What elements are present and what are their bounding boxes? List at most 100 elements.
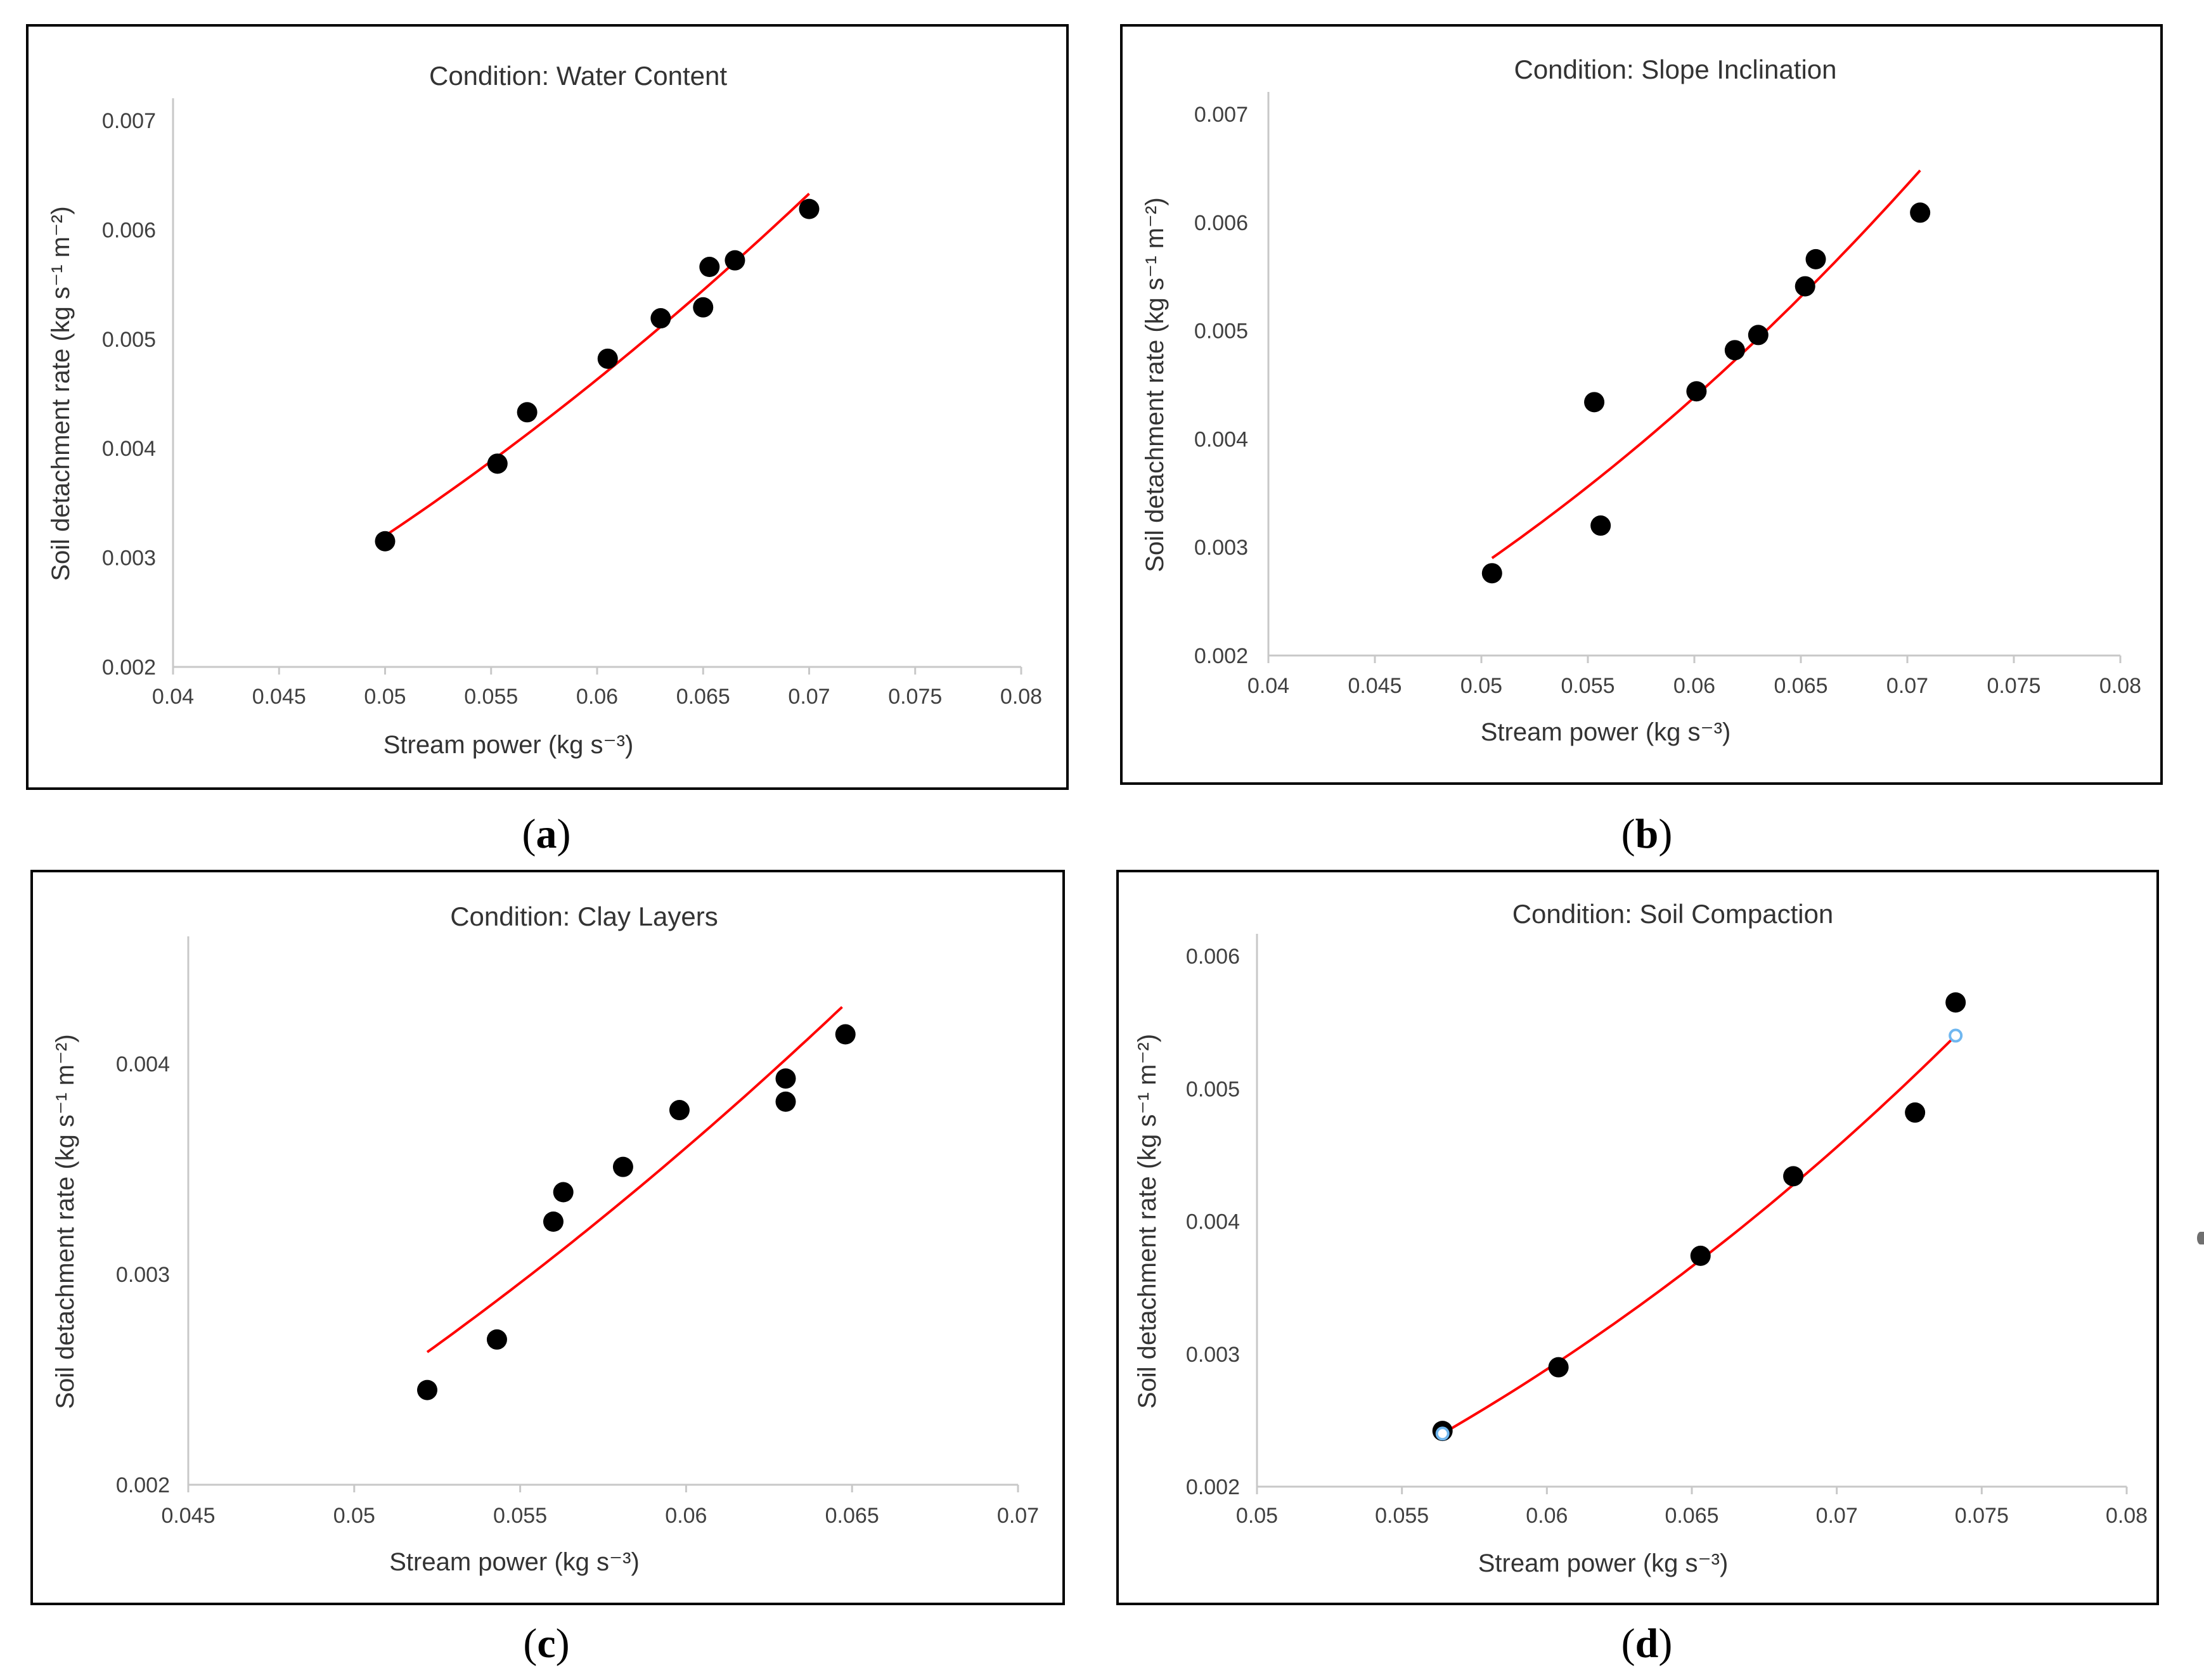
data-point [725, 250, 745, 271]
y-axis-label: Soil detachment rate (kg s⁻¹ m⁻²) [1133, 1034, 1161, 1409]
data-point [1590, 515, 1611, 536]
x-tick-label: 0.075 [1955, 1504, 2009, 1528]
x-tick-label: 0.05 [364, 685, 406, 709]
chart-panel-clay-layers: Condition: Clay Layers 0.045 0.05 0.055 0.06… [30, 870, 1065, 1605]
x-tick-label: 0.06 [665, 1504, 707, 1528]
chart-title: Condition: Soil Compaction [1512, 899, 1834, 929]
y-tick-label: 0.002 [102, 656, 156, 680]
x-tick-label: 0.07 [1816, 1504, 1858, 1528]
x-tick-label: 0.055 [493, 1504, 547, 1528]
x-tick-label: 0.08 [2106, 1504, 2148, 1528]
x-tick-label: 0.045 [252, 685, 306, 709]
trend-line [384, 193, 810, 537]
y-tick-label: 0.002 [116, 1473, 170, 1497]
x-tick-label: 0.08 [1000, 685, 1042, 709]
edge-marker [2197, 1232, 2204, 1244]
caption-a: (a) [522, 811, 571, 857]
y-tick-label: 0.005 [1186, 1077, 1240, 1101]
y-tick-label: 0.003 [102, 546, 156, 571]
y-tick-label: 0.003 [116, 1263, 170, 1287]
data-point [1724, 340, 1745, 361]
y-tick-label: 0.002 [1186, 1475, 1240, 1499]
data-point [693, 297, 714, 318]
y-tick-label: 0.006 [1194, 211, 1248, 235]
chart-panel-soil-compaction: Condition: Soil Compaction 0.05 0.055 0.06 0… [1116, 870, 2159, 1605]
y-tick-label: 0.005 [102, 328, 156, 352]
x-tick-label: 0.065 [1774, 674, 1827, 698]
data-point [1748, 325, 1769, 346]
chart-svg: Condition: Slope Inclination 0.04 0.045 0.0… [1141, 55, 2141, 746]
x-tick-label: 0.05 [1460, 674, 1502, 698]
data-point [799, 198, 820, 219]
data-point [775, 1091, 796, 1112]
x-tick-label: 0.065 [676, 685, 730, 709]
x-tick-label: 0.06 [1673, 674, 1715, 698]
trend-line [1441, 1035, 1957, 1435]
data-point [1481, 563, 1502, 584]
y-tick-label: 0.004 [102, 437, 156, 461]
x-tick-label: 0.075 [888, 685, 942, 709]
data-point [1548, 1357, 1569, 1378]
data-point [597, 348, 618, 369]
x-tick-label: 0.07 [788, 685, 830, 709]
x-tick-label: 0.065 [825, 1504, 879, 1528]
data-point [1783, 1166, 1804, 1187]
trend-line [1491, 169, 1921, 559]
data-point [375, 531, 396, 552]
caption-d: (d) [1621, 1620, 1673, 1667]
y-tick-label: 0.004 [116, 1052, 170, 1076]
data-point [1805, 249, 1826, 269]
y-tick-label: 0.006 [1186, 945, 1240, 969]
chart-panel-slope-inclination: Condition: Slope Inclination 0.04 0.045 0.0… [1120, 24, 2163, 785]
y-tick-label: 0.007 [102, 109, 156, 133]
chart-title: Condition: Clay Layers [450, 901, 718, 931]
x-tick-label: 0.07 [1886, 674, 1928, 698]
x-tick-label: 0.05 [1236, 1504, 1278, 1528]
data-point [486, 1329, 507, 1350]
y-tick-label: 0.004 [1186, 1210, 1240, 1234]
data-point [543, 1212, 564, 1232]
x-tick-label: 0.045 [1348, 674, 1402, 698]
y-tick-label: 0.006 [102, 218, 156, 242]
data-point [775, 1068, 796, 1089]
data-point [1584, 392, 1605, 413]
data-point [1905, 1102, 1926, 1123]
x-tick-label: 0.065 [1665, 1504, 1718, 1528]
x-tick-label: 0.05 [333, 1504, 375, 1528]
caption-b: (b) [1621, 811, 1673, 857]
y-tick-label: 0.003 [1186, 1343, 1240, 1367]
chart-svg: Condition: Water Content 0.04 0.045 0.05 0.0… [47, 61, 1042, 759]
data-point [835, 1024, 856, 1045]
predicted-point [1949, 1028, 1963, 1043]
data-point [416, 1380, 437, 1400]
x-tick-label: 0.055 [1375, 1504, 1429, 1528]
x-axis-label: Stream power (kg s⁻³) [383, 731, 634, 759]
x-tick-label: 0.08 [2099, 674, 2141, 698]
x-tick-label: 0.045 [161, 1504, 215, 1528]
x-axis-label: Stream power (kg s⁻³) [1478, 1549, 1729, 1577]
chart-svg: Condition: Clay Layers 0.045 0.05 0.055 0.06… [51, 901, 1039, 1576]
x-tick-label: 0.055 [464, 685, 518, 709]
x-tick-label: 0.04 [1247, 674, 1289, 698]
y-tick-label: 0.002 [1194, 644, 1248, 668]
trend-line [426, 1005, 843, 1354]
y-axis-label: Soil detachment rate (kg s⁻¹ m⁻²) [51, 1034, 79, 1409]
x-tick-label: 0.06 [576, 685, 618, 709]
x-tick-label: 0.055 [1561, 674, 1614, 698]
data-point [553, 1182, 574, 1203]
y-axis-label: Soil detachment rate (kg s⁻¹ m⁻²) [1141, 197, 1169, 572]
chart-title: Condition: Slope Inclination [1514, 55, 1836, 84]
chart-title: Condition: Water Content [429, 61, 727, 91]
data-point [612, 1156, 633, 1177]
predicted-point [1435, 1426, 1450, 1441]
data-point [1795, 276, 1815, 297]
caption-c: (c) [523, 1620, 570, 1667]
x-axis-label: Stream power (kg s⁻³) [1481, 718, 1731, 746]
data-point [1910, 202, 1931, 223]
data-point [1686, 381, 1707, 402]
data-point [650, 308, 671, 329]
chart-svg: Condition: Soil Compaction 0.05 0.055 0.06 0… [1133, 899, 2148, 1577]
data-point [487, 453, 508, 474]
y-tick-label: 0.007 [1194, 103, 1248, 127]
data-point [669, 1100, 690, 1121]
